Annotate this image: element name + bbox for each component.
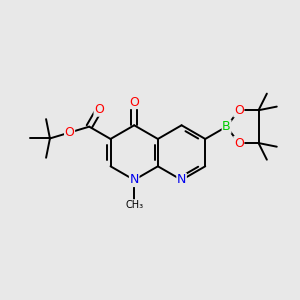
Text: O: O	[64, 126, 74, 139]
Text: O: O	[129, 95, 139, 109]
Text: CH₃: CH₃	[125, 200, 143, 210]
Text: O: O	[234, 136, 244, 150]
Text: N: N	[177, 173, 186, 187]
Text: O: O	[94, 103, 104, 116]
Text: B: B	[222, 120, 231, 133]
Text: N: N	[130, 173, 139, 187]
Text: O: O	[234, 104, 244, 117]
